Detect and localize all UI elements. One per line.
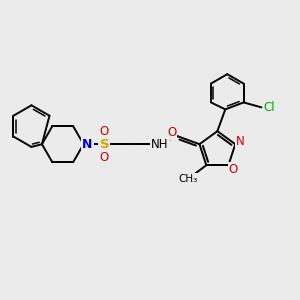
Text: O: O — [167, 126, 176, 139]
Text: O: O — [100, 125, 109, 138]
Text: O: O — [100, 151, 109, 164]
Text: N: N — [82, 138, 93, 151]
Text: Cl: Cl — [263, 101, 275, 114]
Text: N: N — [236, 135, 244, 148]
Text: O: O — [229, 163, 238, 176]
Text: S: S — [100, 138, 109, 151]
Text: NH: NH — [151, 138, 169, 151]
Text: CH₃: CH₃ — [179, 174, 198, 184]
